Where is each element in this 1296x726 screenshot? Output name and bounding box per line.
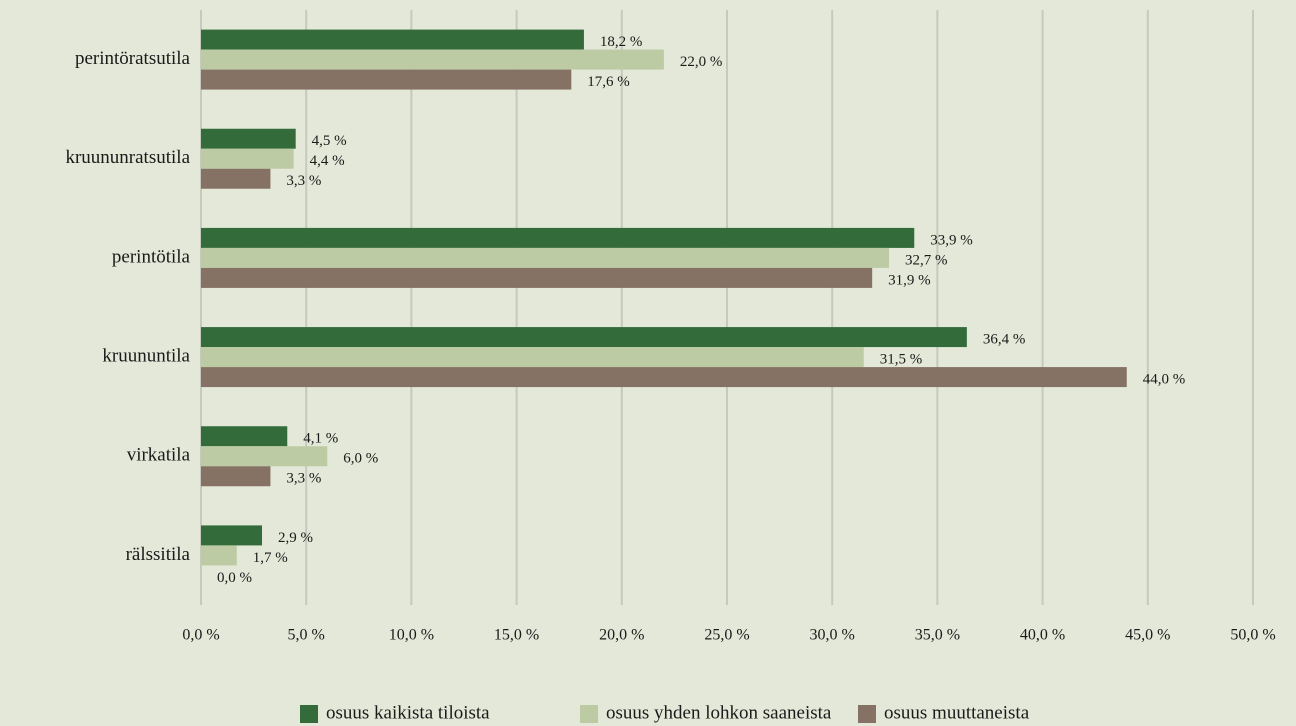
x-tick-label: 45,0 % bbox=[1125, 627, 1170, 644]
bar bbox=[201, 49, 664, 70]
bar bbox=[201, 168, 271, 189]
legend-label: osuus muuttaneista bbox=[884, 702, 1030, 723]
legend-swatch bbox=[300, 705, 318, 723]
category-label: kruununtila bbox=[102, 345, 190, 366]
value-label: 6,0 % bbox=[343, 451, 378, 467]
bar bbox=[201, 545, 237, 566]
value-label: 22,0 % bbox=[680, 54, 723, 70]
bar bbox=[201, 128, 296, 149]
x-tick-label: 25,0 % bbox=[704, 627, 749, 644]
legend-label: osuus kaikista tiloista bbox=[326, 702, 490, 723]
legend-label: osuus yhden lohkon saaneista bbox=[606, 702, 832, 723]
category-label: kruununratsutila bbox=[65, 147, 190, 168]
value-label: 4,1 % bbox=[303, 431, 338, 447]
category-label: rälssitila bbox=[126, 544, 191, 565]
legend-swatch bbox=[858, 705, 876, 723]
x-tick-label: 5,0 % bbox=[288, 627, 325, 644]
bar bbox=[201, 327, 967, 348]
value-label: 3,3 % bbox=[286, 173, 321, 189]
value-label: 1,7 % bbox=[253, 550, 288, 566]
bar bbox=[201, 426, 288, 447]
value-label: 31,5 % bbox=[880, 352, 923, 368]
bar bbox=[201, 267, 873, 288]
value-label: 44,0 % bbox=[1143, 372, 1186, 388]
category-label: virkatila bbox=[127, 445, 191, 466]
bar bbox=[201, 227, 915, 248]
bar bbox=[201, 525, 263, 546]
legend-swatch bbox=[580, 705, 598, 723]
value-label: 4,4 % bbox=[310, 153, 345, 169]
x-tick-label: 30,0 % bbox=[810, 627, 855, 644]
x-tick-label: 50,0 % bbox=[1230, 627, 1275, 644]
bar bbox=[201, 367, 1127, 388]
x-tick-label: 10,0 % bbox=[389, 627, 434, 644]
value-label: 17,6 % bbox=[587, 74, 630, 90]
value-label: 33,9 % bbox=[930, 232, 973, 248]
x-tick-label: 40,0 % bbox=[1020, 627, 1065, 644]
bar bbox=[201, 466, 271, 487]
bar bbox=[201, 247, 890, 268]
bar bbox=[201, 347, 864, 368]
value-label: 3,3 % bbox=[286, 471, 321, 487]
value-label: 18,2 % bbox=[600, 34, 643, 50]
x-tick-label: 0,0 % bbox=[182, 627, 219, 644]
x-tick-label: 15,0 % bbox=[494, 627, 539, 644]
category-label: perintöratsutila bbox=[75, 48, 191, 69]
value-label: 31,9 % bbox=[888, 272, 931, 288]
value-label: 0,0 % bbox=[217, 570, 252, 586]
bar bbox=[201, 69, 572, 90]
bar bbox=[201, 29, 584, 50]
value-label: 32,7 % bbox=[905, 252, 948, 268]
value-label: 2,9 % bbox=[278, 530, 313, 546]
x-tick-label: 20,0 % bbox=[599, 627, 644, 644]
x-tick-label: 35,0 % bbox=[915, 627, 960, 644]
bar bbox=[201, 148, 294, 169]
value-label: 4,5 % bbox=[312, 133, 347, 149]
bar bbox=[201, 446, 328, 467]
category-label: perintötila bbox=[112, 246, 191, 267]
value-label: 36,4 % bbox=[983, 332, 1025, 348]
